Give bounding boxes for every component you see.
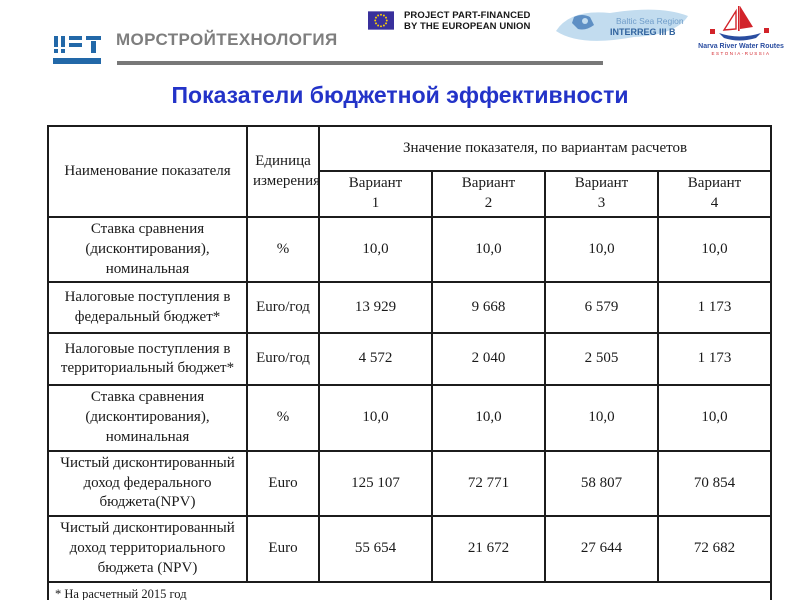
value-cell: 10,0 [318,384,433,452]
value-cell: 10,0 [656,215,773,284]
table-footnote-row: * На расчетный 2015 год [46,580,773,600]
eu-financing-line1: PROJECT PART-FINANCED [404,10,531,21]
table-header-row-2: Вариант 1 Вариант 2 Вариант 3 Вариант 4 [48,170,773,218]
table-row: Ставка сравнения (дисконтирования), номи… [47,215,773,284]
eu-financing-line2: BY THE EUROPEAN UNION [404,21,531,32]
indicator-name-cell: Налоговые поступления в территориальный … [47,332,248,387]
indicators-table: Наименование показателя Единица измерени… [46,125,773,600]
col-header-name: Наименование показателя [47,125,248,218]
value-cell: 4 572 [318,332,433,387]
eu-flag-icon [368,11,394,30]
baltic-logo-line2: INTERREG III B [610,27,676,37]
value-cell: 125 107 [318,449,433,518]
col-header-variant-2: Вариант 2 [431,170,546,218]
narva-logo-line2: ESTONIA-RUSSIA [712,51,771,56]
table-row: Ставка сравнения (дисконтирования), номи… [47,384,773,452]
unit-cell: Euro [246,449,320,518]
unit-cell: % [246,384,320,452]
narva-logo: Narva River Water Routes ESTONIA-RUSSIA [698,6,784,56]
value-cell: 70 854 [656,449,773,518]
col-header-unit: Единица измерения [246,125,320,218]
indicator-name-cell: Чистый дисконтированный доход территориа… [47,515,248,583]
value-cell: 21 672 [431,515,546,583]
value-cell: 72 771 [431,449,546,518]
interreg-logo: Baltic Sea Region INTERREG III B [556,9,688,41]
brand-name: МОРСТРОЙТЕХНОЛОГИЯ [116,30,338,49]
value-cell: 10,0 [318,215,433,284]
indicator-name-cell: Ставка сравнения (дисконтирования), номи… [47,215,248,284]
value-cell: 1 173 [656,332,773,387]
eu-financing-label: PROJECT PART-FINANCED BY THE EUROPEAN UN… [404,10,531,32]
value-cell: 13 929 [318,281,433,335]
col-header-variant-3: Вариант 3 [544,170,659,218]
unit-cell: Euro [246,515,320,583]
morstroy-logo-icon [53,36,101,64]
value-cell: 2 505 [544,332,659,387]
value-cell: 10,0 [431,384,546,452]
value-cell: 10,0 [544,384,659,452]
value-cell: 58 807 [544,449,659,518]
baltic-logo-line1: Baltic Sea Region [616,16,684,26]
indicator-name-cell: Чистый дисконтированный доход федерально… [47,449,248,518]
col-header-variant-4: Вариант 4 [656,170,773,218]
value-cell: 2 040 [431,332,546,387]
brand-rule [117,61,603,65]
col-header-variant-1: Вариант 1 [318,170,433,218]
value-cell: 9 668 [431,281,546,335]
unit-cell: Euro/год [246,332,320,387]
value-cell: 27 644 [544,515,659,583]
value-cell: 10,0 [431,215,546,284]
value-cell: 1 173 [656,281,773,335]
narva-logo-line1: Narva River Water Routes [698,43,784,50]
indicator-name-cell: Налоговые поступления в федеральный бюдж… [47,281,248,335]
footnote: * На расчетный 2015 год [46,580,773,600]
table-row: Чистый дисконтированный доход территориа… [47,515,773,583]
page-title: Показатели бюджетной эффективности [171,82,629,108]
indicator-name-cell: Ставка сравнения (дисконтирования), номи… [47,384,248,452]
table-row: Налоговые поступления в территориальный … [47,332,773,387]
table-header-row-1: Наименование показателя Единица измерени… [47,125,773,218]
table-row: Чистый дисконтированный доход федерально… [47,449,773,518]
value-cell: 10,0 [656,384,773,452]
col-header-values-group: Значение показателя, по вариантам расчет… [317,125,773,172]
value-cell: 10,0 [544,215,659,284]
unit-cell: Euro/год [246,281,320,335]
table-row: Налоговые поступления в федеральный бюдж… [47,281,773,335]
value-cell: 72 682 [656,515,773,583]
value-cell: 55 654 [318,515,433,583]
value-cell: 6 579 [544,281,659,335]
unit-cell: % [246,215,320,284]
